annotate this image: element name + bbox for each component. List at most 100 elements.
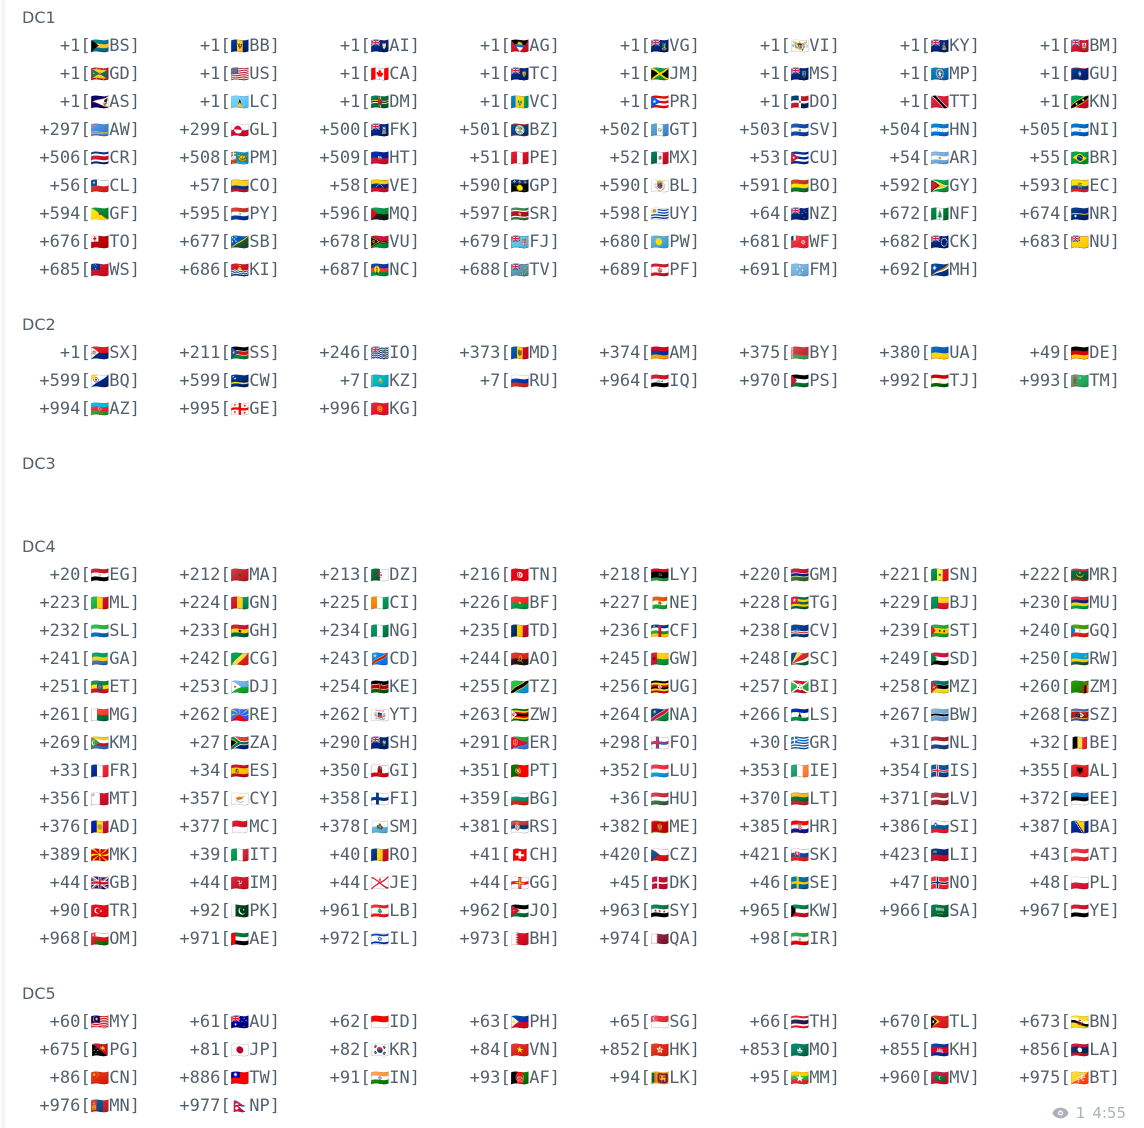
country-code-cell-fj[interactable]: +679[🇫🇯FJ]	[420, 228, 560, 256]
country-code-cell-mo[interactable]: +853[🇲🇴MO]	[700, 1036, 840, 1064]
country-code-cell-iq[interactable]: +964[🇮🇶IQ]	[560, 367, 700, 395]
country-code-cell-mx[interactable]: +52[🇲🇽MX]	[560, 144, 700, 172]
country-code-cell-pk[interactable]: +92[🇵🇰PK]	[140, 897, 280, 925]
country-code-cell-nc[interactable]: +687[🇳🇨NC]	[280, 256, 420, 284]
country-code-cell-gb[interactable]: +44[🇬🇧GB]	[0, 869, 140, 897]
country-code-cell-sx[interactable]: +1[🇸🇽SX]	[0, 339, 140, 367]
country-code-cell-jm[interactable]: +1[🇯🇲JM]	[560, 60, 700, 88]
country-code-cell-za[interactable]: +27[🇿🇦ZA]	[140, 729, 280, 757]
country-code-cell-sc[interactable]: +248[🇸🇨SC]	[700, 645, 840, 673]
country-code-cell-mh[interactable]: +692[🇲🇭MH]	[840, 256, 980, 284]
country-code-cell-gt[interactable]: +502[🇬🇹GT]	[560, 116, 700, 144]
country-code-cell-cg[interactable]: +242[🇨🇬CG]	[140, 645, 280, 673]
country-code-cell-me[interactable]: +382[🇲🇪ME]	[560, 813, 700, 841]
country-code-cell-ga[interactable]: +241[🇬🇦GA]	[0, 645, 140, 673]
country-code-cell-mu[interactable]: +230[🇲🇺MU]	[980, 589, 1120, 617]
country-code-cell-bg[interactable]: +359[🇧🇬BG]	[420, 785, 560, 813]
country-code-cell-bm[interactable]: +1[🇧🇲BM]	[980, 32, 1120, 60]
country-code-cell-yt[interactable]: +262[🇾🇹YT]	[280, 701, 420, 729]
country-code-cell-vn[interactable]: +84[🇻🇳VN]	[420, 1036, 560, 1064]
country-code-cell-cn[interactable]: +86[🇨🇳CN]	[0, 1064, 140, 1092]
country-code-cell-fr[interactable]: +33[🇫🇷FR]	[0, 757, 140, 785]
country-code-cell-bs[interactable]: +1[🇧🇸BS]	[0, 32, 140, 60]
country-code-cell-sk[interactable]: +421[🇸🇰SK]	[700, 841, 840, 869]
country-code-cell-tm[interactable]: +993[🇹🇲TM]	[980, 367, 1120, 395]
country-code-cell-bl[interactable]: +590[🇧🇱BL]	[560, 172, 700, 200]
country-code-cell-gm[interactable]: +220[🇬🇲GM]	[700, 561, 840, 589]
country-code-cell-ec[interactable]: +593[🇪🇨EC]	[980, 172, 1120, 200]
country-code-cell-sa[interactable]: +966[🇸🇦SA]	[840, 897, 980, 925]
country-code-cell-gu[interactable]: +1[🇬🇺GU]	[980, 60, 1120, 88]
country-code-cell-us[interactable]: +1[🇺🇸US]	[140, 60, 280, 88]
country-code-cell-sm[interactable]: +378[🇸🇲SM]	[280, 813, 420, 841]
country-code-cell-vc[interactable]: +1[🇻🇨VC]	[420, 88, 560, 116]
country-code-cell-lb[interactable]: +961[🇱🇧LB]	[280, 897, 420, 925]
country-code-cell-gp[interactable]: +590[🇬🇵GP]	[420, 172, 560, 200]
country-code-cell-ls[interactable]: +266[🇱🇸LS]	[700, 701, 840, 729]
country-code-cell-ad[interactable]: +376[🇦🇩AD]	[0, 813, 140, 841]
country-code-cell-qa[interactable]: +974[🇶🇦QA]	[560, 925, 700, 953]
country-code-cell-is[interactable]: +354[🇮🇸IS]	[840, 757, 980, 785]
country-code-cell-cy[interactable]: +357[🇨🇾CY]	[140, 785, 280, 813]
country-code-cell-ma[interactable]: +212[🇲🇦MA]	[140, 561, 280, 589]
country-code-cell-th[interactable]: +66[🇹🇭TH]	[700, 1008, 840, 1036]
country-code-cell-io[interactable]: +246[🇮🇴IO]	[280, 339, 420, 367]
country-code-cell-kw[interactable]: +965[🇰🇼KW]	[700, 897, 840, 925]
country-code-cell-ch[interactable]: +41[🇨🇭CH]	[420, 841, 560, 869]
country-code-cell-mg[interactable]: +261[🇲🇬MG]	[0, 701, 140, 729]
country-code-cell-aw[interactable]: +297[🇦🇼AW]	[0, 116, 140, 144]
country-code-cell-bw[interactable]: +267[🇧🇼BW]	[840, 701, 980, 729]
country-code-cell-au[interactable]: +61[🇦🇺AU]	[140, 1008, 280, 1036]
country-code-cell-ca[interactable]: +1[🇨🇦CA]	[280, 60, 420, 88]
country-code-cell-ht[interactable]: +509[🇭🇹HT]	[280, 144, 420, 172]
country-code-cell-fo[interactable]: +298[🇫🇴FO]	[560, 729, 700, 757]
country-code-cell-sg[interactable]: +65[🇸🇬SG]	[560, 1008, 700, 1036]
country-code-cell-cv[interactable]: +238[🇨🇻CV]	[700, 617, 840, 645]
country-code-cell-nz[interactable]: +64[🇳🇿NZ]	[700, 200, 840, 228]
country-code-cell-hr[interactable]: +385[🇭🇷HR]	[700, 813, 840, 841]
country-code-cell-km[interactable]: +269[🇰🇲KM]	[0, 729, 140, 757]
country-code-cell-in[interactable]: +91[🇮🇳IN]	[280, 1064, 420, 1092]
country-code-cell-no[interactable]: +47[🇳🇴NO]	[840, 869, 980, 897]
country-code-cell-ci[interactable]: +225[🇨🇮CI]	[280, 589, 420, 617]
country-code-cell-np[interactable]: +977[🇳🇵NP]	[140, 1092, 280, 1120]
country-code-cell-tj[interactable]: +992[🇹🇯TJ]	[840, 367, 980, 395]
country-code-cell-nu[interactable]: +683[🇳🇺NU]	[980, 228, 1120, 256]
country-code-cell-pm[interactable]: +508[🇵🇲PM]	[140, 144, 280, 172]
country-code-cell-ky[interactable]: +1[🇰🇾KY]	[840, 32, 980, 60]
country-code-cell-kh[interactable]: +855[🇰🇭KH]	[840, 1036, 980, 1064]
country-code-cell-ne[interactable]: +227[🇳🇪NE]	[560, 589, 700, 617]
country-code-cell-mm[interactable]: +95[🇲🇲MM]	[700, 1064, 840, 1092]
country-code-cell-gl[interactable]: +299[🇬🇱GL]	[140, 116, 280, 144]
country-code-cell-ni[interactable]: +505[🇳🇮NI]	[980, 116, 1120, 144]
country-code-cell-lv[interactable]: +371[🇱🇻LV]	[840, 785, 980, 813]
country-code-cell-pg[interactable]: +675[🇵🇬PG]	[0, 1036, 140, 1064]
country-code-cell-la[interactable]: +856[🇱🇦LA]	[980, 1036, 1120, 1064]
country-code-cell-hk[interactable]: +852[🇭🇰HK]	[560, 1036, 700, 1064]
country-code-cell-az[interactable]: +994[🇦🇿AZ]	[0, 395, 140, 423]
country-code-cell-be[interactable]: +32[🇧🇪BE]	[980, 729, 1120, 757]
country-code-cell-gq[interactable]: +240[🇬🇶GQ]	[980, 617, 1120, 645]
country-code-cell-es[interactable]: +34[🇪🇸ES]	[140, 757, 280, 785]
country-code-cell-sb[interactable]: +677[🇸🇧SB]	[140, 228, 280, 256]
country-code-cell-re[interactable]: +262[🇷🇪RE]	[140, 701, 280, 729]
country-code-cell-nr[interactable]: +674[🇳🇷NR]	[980, 200, 1120, 228]
country-code-cell-fm[interactable]: +691[🇫🇲FM]	[700, 256, 840, 284]
country-code-cell-ua[interactable]: +380[🇺🇦UA]	[840, 339, 980, 367]
country-code-cell-cz[interactable]: +420[🇨🇿CZ]	[560, 841, 700, 869]
country-code-cell-ws[interactable]: +685[🇼🇸WS]	[0, 256, 140, 284]
country-code-cell-sz[interactable]: +268[🇸🇿SZ]	[980, 701, 1120, 729]
country-code-cell-bo[interactable]: +591[🇧🇴BO]	[700, 172, 840, 200]
country-code-cell-et[interactable]: +251[🇪🇹ET]	[0, 673, 140, 701]
country-code-cell-to[interactable]: +676[🇹🇴TO]	[0, 228, 140, 256]
country-code-cell-sd[interactable]: +249[🇸🇩SD]	[840, 645, 980, 673]
country-code-cell-pt[interactable]: +351[🇵🇹PT]	[420, 757, 560, 785]
country-code-cell-ba[interactable]: +387[🇧🇦BA]	[980, 813, 1120, 841]
country-code-cell-ck[interactable]: +682[🇨🇰CK]	[840, 228, 980, 256]
country-code-cell-jo[interactable]: +962[🇯🇴JO]	[420, 897, 560, 925]
country-code-cell-gr[interactable]: +30[🇬🇷GR]	[700, 729, 840, 757]
country-code-cell-tz[interactable]: +255[🇹🇿TZ]	[420, 673, 560, 701]
country-code-cell-cd[interactable]: +243[🇨🇩CD]	[280, 645, 420, 673]
country-code-cell-sr[interactable]: +597[🇸🇷SR]	[420, 200, 560, 228]
country-code-cell-nl[interactable]: +31[🇳🇱NL]	[840, 729, 980, 757]
